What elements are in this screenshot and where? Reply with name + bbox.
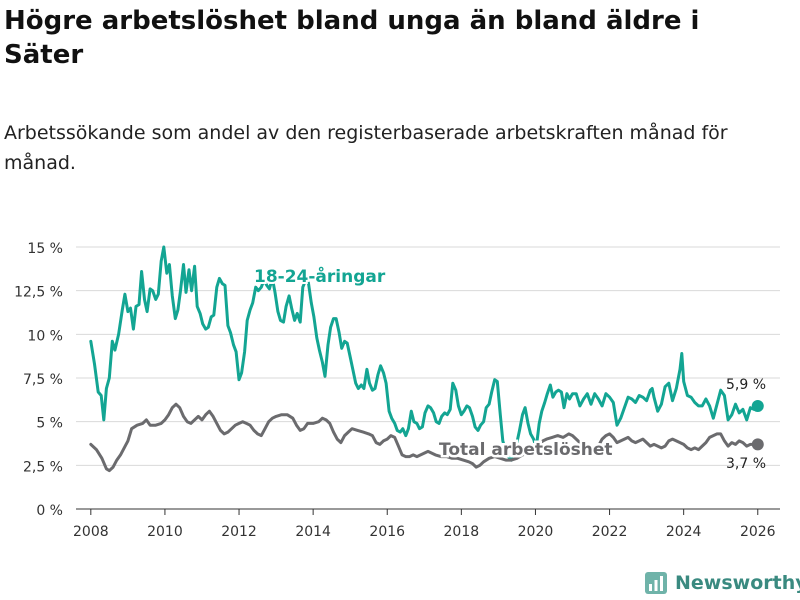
y-tick-label: 10 % xyxy=(27,328,63,344)
x-tick-label: 2024 xyxy=(666,524,702,540)
series-end-point-youth xyxy=(751,399,764,412)
end-value-label-total: 3,7 % xyxy=(726,456,766,472)
y-tick-label: 5 % xyxy=(36,416,63,432)
x-axis: 2008 2010 2012 2014 2016 2018 2020 2022 2024 2026 xyxy=(73,509,776,540)
end-value-label-youth: 5,9 % xyxy=(726,377,766,393)
y-tick-label: 0 % xyxy=(36,503,63,519)
series-label-youth: 18-24-åringar xyxy=(254,265,386,287)
y-axis-ticks: 0 % 2,5 % 5 % 7,5 % 10 % 12,5 % 15 % xyxy=(14,241,63,519)
x-tick-label: 2008 xyxy=(73,524,109,540)
x-tick-label: 2020 xyxy=(518,524,554,540)
x-tick-label: 2026 xyxy=(740,524,776,540)
newsworthy-logo-icon xyxy=(645,572,667,594)
x-tick-label: 2012 xyxy=(221,524,257,540)
series-line-youth xyxy=(89,245,760,462)
chart-title: Högre arbetslöshet bland unga än bland ä… xyxy=(4,6,700,70)
y-tick-label: 7,5 % xyxy=(23,372,63,388)
y-tick-label: 12,5 % xyxy=(14,285,63,301)
series-end-point-total xyxy=(751,438,764,451)
series-lines xyxy=(89,245,764,473)
x-tick-label: 2014 xyxy=(295,524,331,540)
series-label-total: Total arbetslöshet xyxy=(439,440,613,460)
x-tick-label: 2010 xyxy=(147,524,183,540)
x-tick-label: 2018 xyxy=(444,524,480,540)
brand-name: Newsworthy xyxy=(675,572,800,594)
series-labels: 18-24-åringar Total arbetslöshet 5,9 % 3,7 … xyxy=(252,263,766,472)
chart-subtitle: Arbetssökande som andel av den registerb… xyxy=(4,122,728,174)
brand-logo: Newsworthy xyxy=(645,569,800,597)
gridlines xyxy=(76,246,780,510)
series-line-total xyxy=(89,402,760,473)
y-tick-label: 15 % xyxy=(27,241,63,257)
x-tick-label: 2016 xyxy=(369,524,405,540)
x-tick-label: 2022 xyxy=(592,524,628,540)
y-tick-label: 2,5 % xyxy=(23,459,63,475)
